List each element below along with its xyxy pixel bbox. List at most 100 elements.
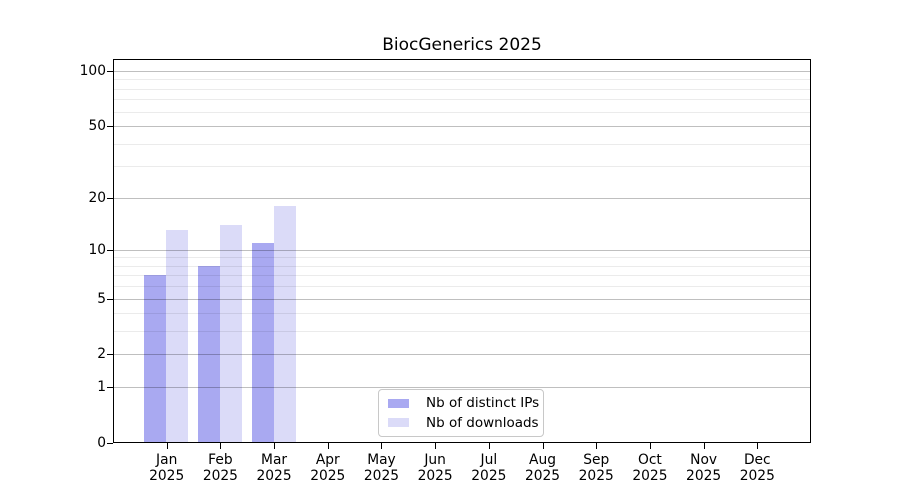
x-tick-year: 2025 [256,467,292,484]
y-tick-label: 50 [88,117,106,134]
y-tick-mark [107,125,113,127]
minor-gridline [113,111,811,113]
minor-gridline [113,88,811,90]
minor-gridline [113,99,811,101]
minor-gridline [113,286,811,288]
x-tick-mark [220,443,222,449]
x-tick-mark [166,443,168,449]
bar-downloads [219,224,242,443]
minor-gridline [113,166,811,168]
x-tick-label: Apr 2025 [288,452,368,484]
y-tick-label: 5 [97,290,106,307]
bar-downloads [166,230,189,443]
x-tick-year: 2025 [632,467,668,484]
x-tick-label: Aug 2025 [503,452,583,484]
x-tick-year: 2025 [524,467,561,484]
x-tick-label: Jan 2025 [127,452,207,484]
legend-item: Nb of distinct IPs [383,395,539,411]
y-tick-mark [107,443,113,444]
x-tick-label: Oct 2025 [610,452,690,484]
major-gridline [113,125,811,127]
x-tick-year: 2025 [310,467,346,484]
y-tick-label: 1 [97,379,106,396]
x-tick-mark [488,443,490,449]
y-tick-mark [107,197,113,199]
x-tick-mark [596,443,598,449]
minor-gridline [113,79,811,81]
y-tick-label: 10 [88,241,106,258]
x-tick-year: 2025 [363,467,400,484]
chart-title: BiocGenerics 2025 [382,35,542,55]
x-tick-month: May [367,452,396,468]
major-gridline [113,249,811,251]
bar-distinct-ips [251,242,274,443]
y-tick-label: 0 [97,435,106,451]
minor-gridline [113,331,811,333]
major-gridline [113,70,811,72]
legend-label: Nb of downloads [426,414,539,431]
x-tick-year: 2025 [149,467,185,484]
minor-gridline [113,313,811,315]
x-tick-mark [649,443,651,449]
minor-gridline [113,275,811,277]
legend-swatch [388,398,409,408]
y-tick-mark [107,298,113,300]
y-tick-label: 2 [97,346,106,363]
x-tick-month: Jun [424,452,446,468]
x-tick-year: 2025 [417,467,453,484]
legend-swatch [388,418,409,428]
x-tick-month: Jul [480,452,498,468]
bar-downloads [273,205,296,443]
x-tick-mark [703,443,705,449]
x-tick-year: 2025 [686,467,722,484]
y-tick-label: 100 [79,62,106,79]
x-tick-month: Nov [690,452,718,468]
x-tick-label: Dec 2025 [717,452,797,484]
minor-gridline [113,265,811,267]
x-tick-month: Sep [583,452,610,468]
minor-gridline [113,257,811,259]
y-tick-mark [107,70,113,72]
y-tick-label: 20 [88,189,106,206]
x-tick-mark [542,443,544,449]
x-tick-year: 2025 [739,467,775,484]
major-gridline [113,197,811,199]
bar-distinct-ips [197,265,220,443]
x-tick-label: Feb 2025 [180,452,260,484]
y-tick-mark [107,387,113,389]
y-tick-mark [107,249,113,251]
x-tick-mark [274,443,276,449]
grid-layer [113,59,811,443]
bars-layer [113,59,811,443]
x-tick-month: Oct [637,452,662,468]
y-tick-mark [107,354,113,356]
x-tick-mark [757,443,759,449]
x-tick-label: May 2025 [341,452,421,484]
x-tick-month: Apr [315,452,340,468]
x-tick-mark [381,443,383,449]
major-gridline [113,354,811,356]
x-tick-label: Mar 2025 [234,452,314,484]
x-tick-year: 2025 [202,467,238,484]
x-tick-label: Jul 2025 [449,452,529,484]
legend-label: Nb of distinct IPs [426,395,540,412]
legend-item: Nb of downloads [383,415,539,431]
minor-gridline [113,143,811,145]
bar-distinct-ips [144,275,167,443]
x-tick-mark [435,443,437,449]
x-tick-mark [327,443,329,449]
x-tick-year: 2025 [471,467,507,484]
x-tick-month: Feb [208,452,233,468]
x-tick-label: Nov 2025 [664,452,744,484]
x-tick-month: Jan [156,452,178,468]
major-gridline [113,298,811,300]
x-tick-label: Sep 2025 [556,452,636,484]
x-tick-month: Aug [529,452,556,468]
major-gridline [113,387,811,389]
x-tick-year: 2025 [578,467,614,484]
legend: Nb of distinct IPs Nb of downloads [378,389,544,437]
x-tick-month: Mar [261,452,288,468]
x-tick-label: Jun 2025 [395,452,475,484]
x-tick-month: Dec [743,452,771,468]
